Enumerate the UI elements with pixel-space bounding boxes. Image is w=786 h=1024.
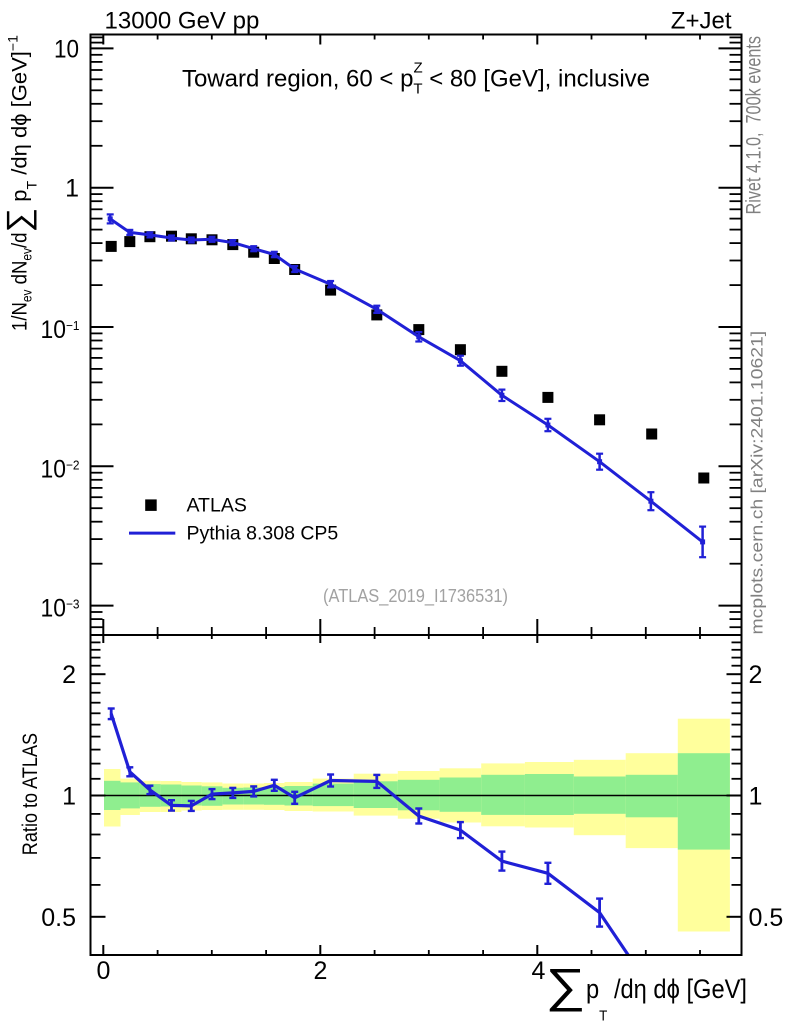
svg-text:0: 0 — [97, 957, 111, 985]
svg-text:2: 2 — [314, 957, 328, 985]
svg-text:10−1: 10−1 — [41, 316, 80, 344]
svg-text:Toward region, 60 < pZT < 80 [: Toward region, 60 < pZ T < 80 [GeV], incl… — [182, 60, 650, 98]
svg-text:10−3: 10−3 — [41, 595, 80, 623]
svg-text:mcplots.cern.ch [arXiv:2401.10: mcplots.cern.ch [arXiv:2401.10621] — [748, 331, 766, 635]
svg-text:2: 2 — [749, 661, 763, 689]
svg-text:10: 10 — [54, 35, 79, 63]
svg-text:1: 1 — [749, 783, 763, 811]
svg-text:Pythia 8.308 CP5: Pythia 8.308 CP5 — [187, 523, 339, 545]
svg-text:13000 GeV pp: 13000 GeV pp — [105, 8, 260, 35]
svg-text:∑ pT /dη dϕ [GeV]−1: ∑ pT /dη dϕ [GeV]−1 — [0, 35, 40, 232]
svg-text:Ratio to ATLAS: Ratio to ATLAS — [19, 733, 42, 855]
svg-text:0.5: 0.5 — [749, 904, 784, 932]
svg-text:4: 4 — [532, 957, 546, 985]
svg-text:∑: ∑ — [546, 959, 586, 1012]
svg-text:(ATLAS_2019_I1736531): (ATLAS_2019_I1736531) — [323, 585, 508, 607]
svg-text:1/Nev dNev/d: 1/Nev dNev/d — [9, 233, 35, 332]
svg-text:0.5: 0.5 — [41, 904, 76, 932]
svg-text:10−2: 10−2 — [41, 455, 80, 483]
svg-text:Rivet 4.1.0, 700k events: Rivet 4.1.0, 700k events — [743, 36, 766, 215]
svg-text:Z+Jet: Z+Jet — [671, 8, 732, 35]
svg-text:2: 2 — [62, 661, 76, 689]
svg-text:ATLAS: ATLAS — [187, 495, 247, 517]
svg-text:1: 1 — [62, 783, 76, 811]
svg-text:1: 1 — [65, 175, 79, 203]
